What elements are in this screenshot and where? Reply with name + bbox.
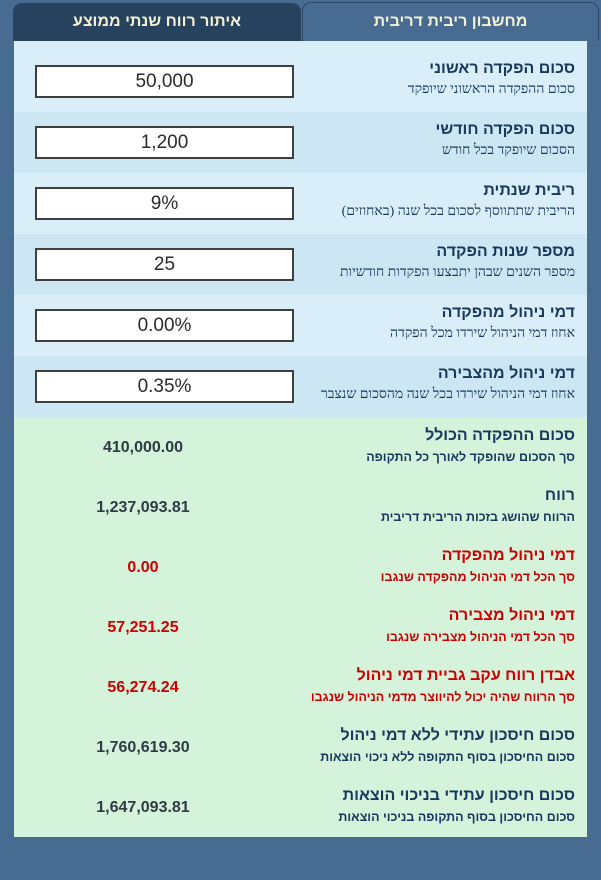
input-row-deposit-years: מספר שנות הפקדה מספר השנים שבהן יתבצעו ה… <box>14 234 587 295</box>
input-row-initial-deposit: סכום הפקדה ראשוני סכום ההפקדה הראשוני שי… <box>14 41 587 112</box>
input-label: מספר שנות הפקדה <box>436 243 575 260</box>
results-section: סכום ההפקדה הכולל סך הסכום שהופקד לאורך … <box>14 417 587 837</box>
result-label: דמי ניהול מהפקדה <box>441 547 575 564</box>
result-label: סכום חיסכון עתידי ללא דמי ניהול <box>340 727 575 744</box>
result-row-future-savings-net: סכום חיסכון עתידי בניכוי הוצאות סכום החי… <box>14 777 587 837</box>
result-value: 0.00 <box>127 559 159 576</box>
result-subtitle: סך הסכום שהופקד לאורך כל התקופה <box>366 450 575 464</box>
result-label: סכום ההפקדה הכולל <box>425 427 575 444</box>
result-row-profit-loss-from-fees: אבדן רווח עקב גביית דמי ניהול סך הרווח ש… <box>14 657 587 717</box>
result-subtitle: סך הכל דמי הניהול מצבירה שנגבו <box>386 630 575 644</box>
input-label: סכום הפקדה חודשי <box>435 121 575 138</box>
tab-label: איתור רווח שנתי ממוצע <box>72 13 242 30</box>
tab-label: מחשבון ריבית דריבית <box>373 13 528 30</box>
result-label: רווח <box>544 487 575 504</box>
input-subtitle: אחוז דמי הניהול שירדו מכל הפקדה <box>390 326 575 341</box>
result-value: 57,251.25 <box>107 619 179 636</box>
result-value: 56,274.24 <box>107 679 179 696</box>
tab-compound-interest-calculator[interactable]: מחשבון ריבית דריבית <box>302 2 599 41</box>
input-label: דמי ניהול מהצבירה <box>437 365 575 382</box>
calculator-panel: סכום הפקדה ראשוני סכום ההפקדה הראשוני שי… <box>14 41 587 837</box>
initial-deposit-input[interactable] <box>35 65 294 98</box>
deposit-fee-input[interactable] <box>35 309 294 342</box>
input-subtitle: אחוז דמי הניהול שירדו בכל שנה מהסכום שנצ… <box>320 387 575 402</box>
tab-bar: איתור רווח שנתי ממוצע מחשבון ריבית דריבי… <box>0 0 601 41</box>
result-subtitle: סך הרווח שהיה יכול להיווצר מדמי הניהול ש… <box>310 690 575 704</box>
input-subtitle: הסכום שיופקד בכל חודש <box>441 143 575 158</box>
result-row-total-deposit: סכום ההפקדה הכולל סך הסכום שהופקד לאורך … <box>14 417 587 477</box>
input-row-annual-interest: ריבית שנתית הריבית שתתווסף לסכום בכל שנה… <box>14 173 587 234</box>
input-subtitle: הריבית שתתווסף לסכום בכל שנה (באחוזים) <box>341 204 575 219</box>
result-subtitle: הרווח שהושג בזכות הריבית דריבית <box>380 510 575 524</box>
input-subtitle: מספר השנים שבהן יתבצעו הפקדות חודשיות <box>339 265 575 280</box>
result-value: 1,237,093.81 <box>96 499 190 516</box>
result-subtitle: סכום החיסכון בסוף התקופה ללא ניכוי הוצאו… <box>320 750 575 764</box>
input-section: סכום הפקדה ראשוני סכום ההפקדה הראשוני שי… <box>14 41 587 417</box>
input-label: דמי ניהול מהפקדה <box>441 304 575 321</box>
result-value: 410,000.00 <box>102 439 184 456</box>
result-value: 1,647,093.81 <box>96 799 190 816</box>
input-label: סכום הפקדה ראשוני <box>429 60 575 77</box>
result-subtitle: סך הכל דמי הניהול מהפקדה שנגבו <box>380 570 575 584</box>
result-row-accumulation-fees-paid: דמי ניהול מצבירה סך הכל דמי הניהול מצביר… <box>14 597 587 657</box>
deposit-years-input[interactable] <box>35 248 294 281</box>
monthly-deposit-input[interactable] <box>35 126 294 159</box>
result-label: אבדן רווח עקב גביית דמי ניהול <box>356 667 575 684</box>
tab-average-annual-profit[interactable]: איתור רווח שנתי ממוצע <box>13 3 301 41</box>
result-label: דמי ניהול מצבירה <box>448 607 575 624</box>
input-subtitle: סכום ההפקדה הראשוני שיופקד <box>407 82 575 97</box>
input-row-monthly-deposit: סכום הפקדה חודשי הסכום שיופקד בכל חודש <box>14 112 587 173</box>
result-row-profit: רווח הרווח שהושג בזכות הריבית דריבית 1,2… <box>14 477 587 537</box>
result-label: סכום חיסכון עתידי בניכוי הוצאות <box>342 787 575 804</box>
input-row-accumulation-fee: דמי ניהול מהצבירה אחוז דמי הניהול שירדו … <box>14 356 587 417</box>
result-subtitle: סכום החיסכון בסוף התקופה בניכוי הוצאות <box>338 810 575 824</box>
accumulation-fee-input[interactable] <box>35 370 294 403</box>
result-value: 1,760,619.30 <box>96 739 190 756</box>
result-row-deposit-fees-paid: דמי ניהול מהפקדה סך הכל דמי הניהול מהפקד… <box>14 537 587 597</box>
input-label: ריבית שנתית <box>483 182 575 199</box>
result-row-future-savings-no-fees: סכום חיסכון עתידי ללא דמי ניהול סכום החי… <box>14 717 587 777</box>
input-row-deposit-fee: דמי ניהול מהפקדה אחוז דמי הניהול שירדו מ… <box>14 295 587 356</box>
annual-interest-input[interactable] <box>35 187 294 220</box>
